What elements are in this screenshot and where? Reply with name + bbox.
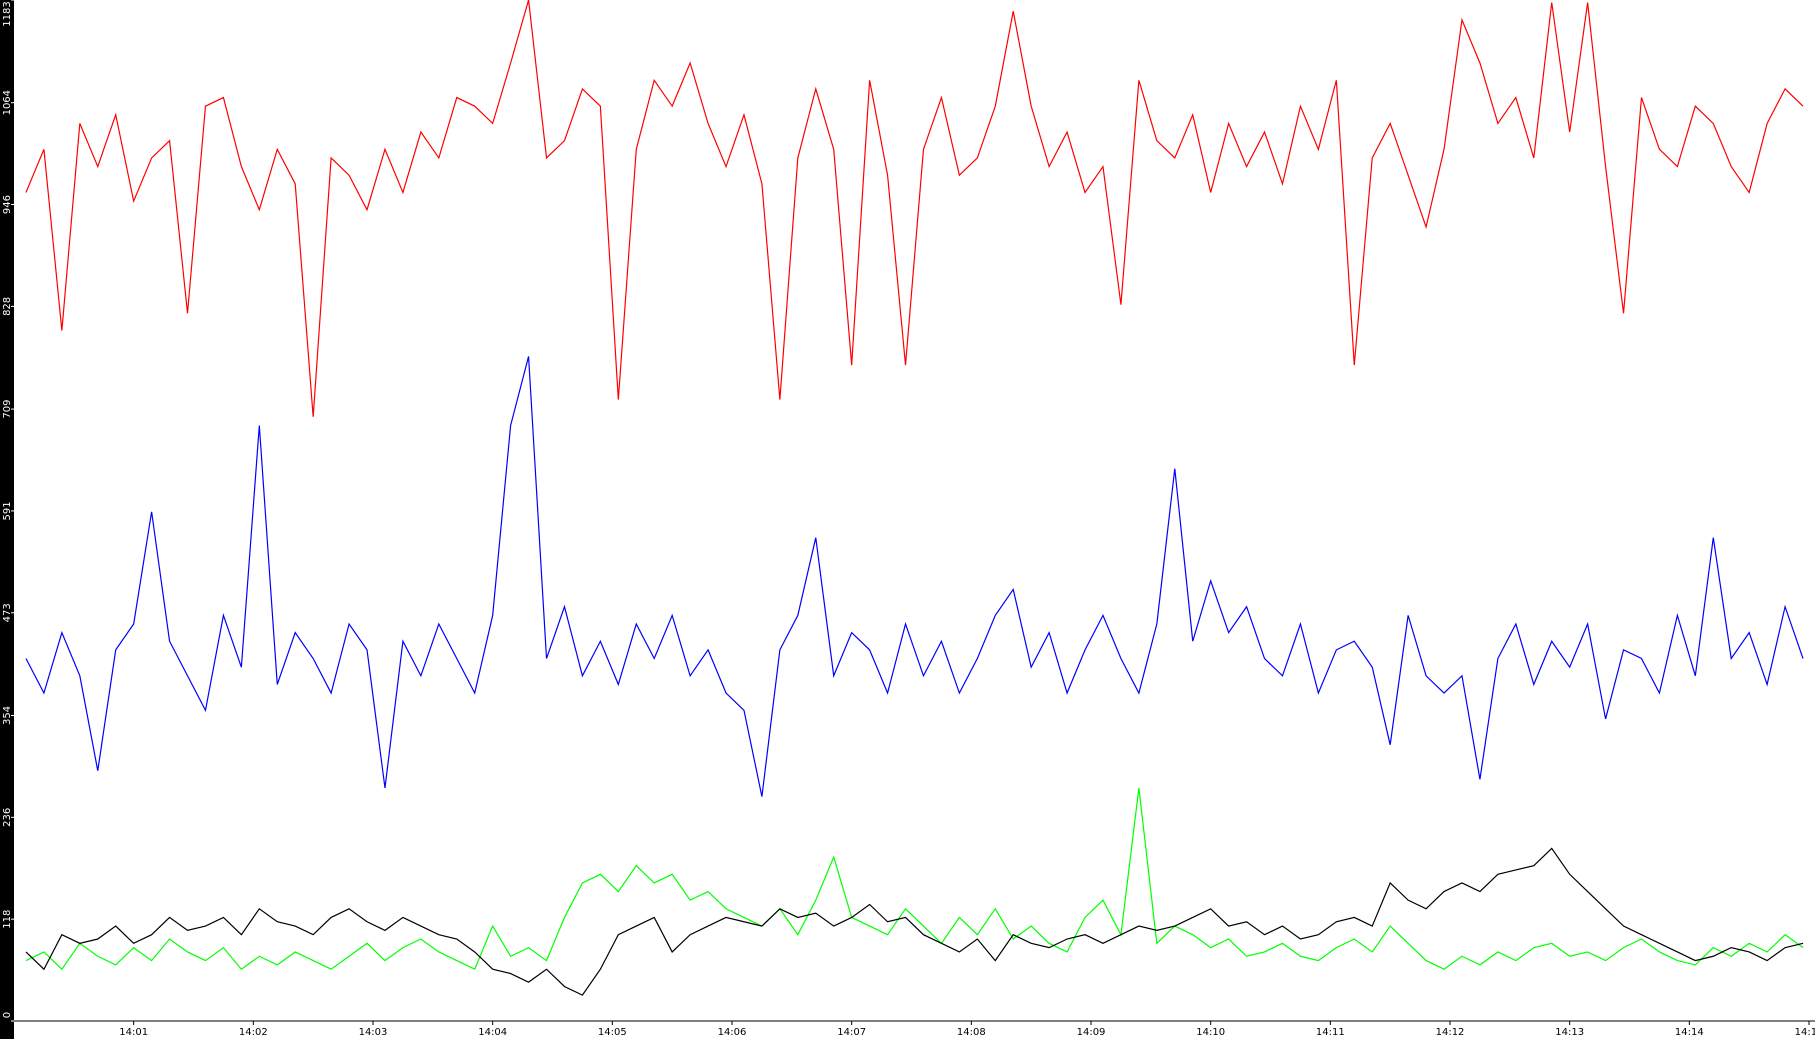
x-tick-label: 14:12 (1436, 1027, 1465, 1038)
x-tick-label: 14:08 (957, 1027, 986, 1038)
series-line (25, 0, 1804, 417)
y-tick-label: 0 (2, 1012, 13, 1018)
y-tick-label: 591 (2, 501, 13, 520)
x-tick-label: 14:11 (1316, 1027, 1345, 1038)
x-tick-label: 14:09 (1077, 1027, 1106, 1038)
series-line (25, 356, 1804, 797)
x-tick-label: 14:15 (1795, 1027, 1815, 1038)
series-line (25, 787, 1804, 971)
y-tick-label: 946 (2, 195, 13, 214)
x-tick-label: 14:13 (1555, 1027, 1584, 1038)
x-tick-label: 14:06 (718, 1027, 747, 1038)
y-tick-label: 1183 (2, 1, 13, 26)
x-tick-label: 14:01 (119, 1027, 148, 1038)
x-tick-label: 14:04 (478, 1027, 507, 1038)
y-axis-strip (0, 0, 14, 1039)
x-tick-label: 14:14 (1675, 1027, 1704, 1038)
y-tick-label: 709 (2, 400, 13, 419)
y-tick-label: 1064 (2, 90, 13, 115)
y-tick-label: 118 (2, 910, 13, 929)
y-tick-label: 354 (2, 706, 13, 725)
y-tick-label: 473 (2, 603, 13, 622)
x-tick-label: 14:03 (359, 1027, 388, 1038)
y-tick-label: 828 (2, 297, 13, 316)
series-line (25, 847, 1804, 996)
x-tick-label: 14:10 (1196, 1027, 1225, 1038)
y-tick-label: 236 (2, 808, 13, 827)
x-tick-label: 14:02 (239, 1027, 268, 1038)
x-tick-label: 14:07 (837, 1027, 866, 1038)
x-tick-label: 14:05 (598, 1027, 627, 1038)
